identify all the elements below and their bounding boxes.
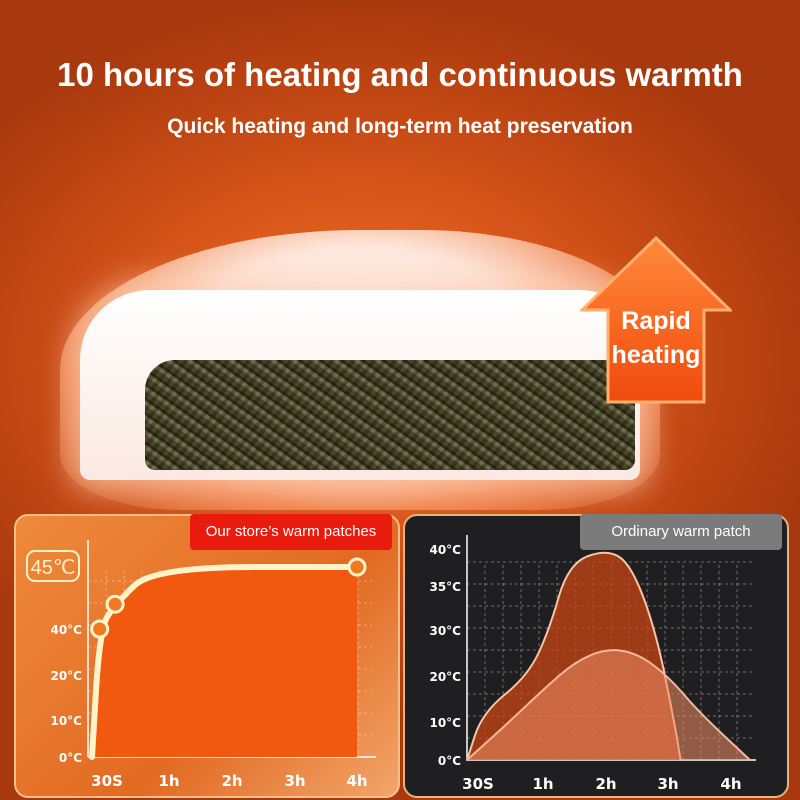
x-tick-label: 4h [346,772,367,790]
y-tick-label: 0°C [59,751,82,765]
x-tick-label: 1h [532,775,553,793]
legend-ordinary-patch: Ordinary warm patch [580,514,782,550]
series-area [467,650,750,760]
y-tick-label: 10°C [429,716,461,730]
y-tick-label: 40°C [429,543,461,557]
y-tick-label: 40°C [50,623,82,637]
x-tick-label: 4h [720,775,741,793]
x-tick-label: 3h [284,772,305,790]
y-tick-label: 35°C [429,580,461,594]
data-point-marker [347,557,367,577]
x-tick-label: 3h [657,775,678,793]
series-line [89,564,360,760]
y-tick-label: 30°C [429,624,461,638]
data-point-marker [90,619,110,639]
x-tick-label: 1h [158,772,179,790]
y-tick-label: 10°C [50,714,82,728]
highlight-label: 45℃ [31,557,76,579]
series-area [92,567,357,757]
subheadline: Quick heating and long-term heat preserv… [167,115,633,138]
headline: 10 hours of heating and continuous warmt… [57,56,743,93]
badge-line-2: heating [611,341,701,369]
x-tick-label: 30S [462,775,494,793]
legend-store-patch: Our store’s warm patches [190,514,392,550]
y-tick-label: 20°C [50,669,82,683]
highlight-box [26,550,80,582]
rapid-heating-label: Rapid heating [580,304,732,372]
x-tick-label: 30S [91,772,123,790]
y-tick-label: 0°C [438,754,461,768]
up-arrow-icon [580,236,732,404]
herb-filling-image [145,360,635,470]
series-line [466,551,682,761]
x-tick-label: 2h [595,775,616,793]
data-point-marker [105,594,125,614]
badge-line-1: Rapid [621,307,691,335]
y-tick-label: 20°C [429,670,461,684]
x-tick-label: 2h [221,772,242,790]
series-line [466,649,751,761]
